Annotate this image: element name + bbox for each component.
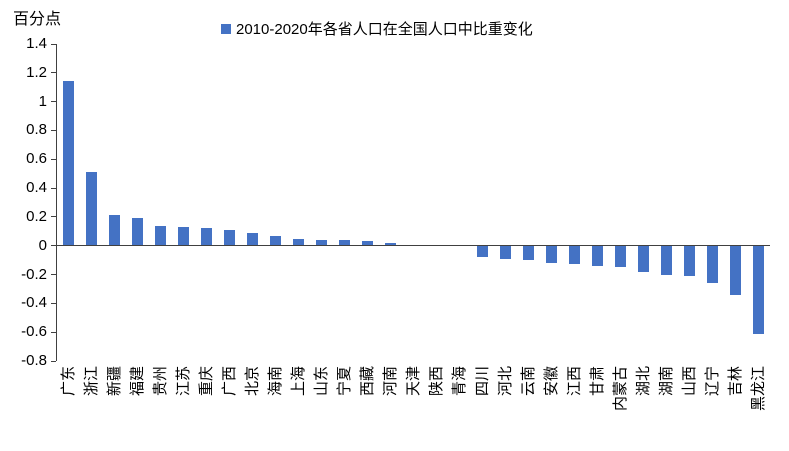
y-axis-tick (51, 187, 56, 189)
y-axis-tick (51, 158, 56, 160)
x-axis-label-辽宁: 辽宁 (703, 366, 721, 397)
y-axis-line (56, 44, 57, 361)
x-axis-label-贵州: 贵州 (151, 366, 169, 397)
x-axis-label-山西: 山西 (680, 366, 698, 397)
bar-上海 (293, 238, 304, 246)
bar-内蒙古 (615, 245, 626, 268)
bar-西藏 (362, 241, 373, 246)
y-axis-tick-label: -0.8 (21, 352, 47, 369)
bar-江苏 (178, 226, 189, 246)
bar-湖南 (661, 245, 672, 275)
y-axis-tick-label: -0.6 (21, 323, 47, 341)
x-axis-label-西藏: 西藏 (358, 366, 376, 397)
bar-重庆 (201, 228, 212, 246)
x-axis-label-广西: 广西 (220, 366, 238, 397)
bar-贵州 (155, 225, 166, 246)
y-axis-tick (51, 245, 56, 247)
bar-江西 (569, 245, 580, 265)
bar-辽宁 (707, 245, 718, 284)
y-axis-tick-label: 1.2 (26, 63, 47, 81)
y-axis-tick-label: 0 (38, 236, 47, 254)
bar-甘肃 (592, 245, 603, 266)
x-axis-label-四川: 四川 (473, 366, 491, 397)
y-axis-tick (51, 274, 56, 276)
x-axis-label-吉林: 吉林 (726, 366, 744, 397)
x-axis-label-湖南: 湖南 (657, 366, 675, 397)
legend: 2010-2020年各省人口在全国人口中比重变化 (221, 18, 533, 39)
bar-宁夏 (339, 239, 350, 246)
y-axis-tick-label: 0.2 (26, 207, 47, 225)
x-axis-label-安徽: 安徽 (542, 366, 560, 397)
y-axis-tick-label: 0.4 (26, 179, 47, 197)
bar-四川 (477, 245, 488, 258)
x-axis-label-黑龙江: 黑龙江 (749, 366, 767, 412)
y-axis-tick (51, 302, 56, 304)
y-axis-tick (51, 43, 56, 45)
y-axis-unit-label: 百分点 (13, 11, 62, 28)
y-axis-tick (51, 360, 56, 362)
x-axis-label-陕西: 陕西 (427, 366, 445, 397)
x-axis-label-天津: 天津 (404, 366, 422, 397)
x-axis-label-海南: 海南 (266, 366, 284, 397)
bar-黑龙江 (753, 245, 764, 334)
x-axis-label-广东: 广东 (59, 366, 77, 397)
x-axis-label-江西: 江西 (565, 366, 583, 397)
y-axis-tick-label: 1 (38, 92, 47, 110)
y-axis-tick (51, 101, 56, 103)
x-axis-label-云南: 云南 (519, 366, 537, 397)
x-axis-label-江苏: 江苏 (174, 366, 192, 397)
y-axis-tick (51, 331, 56, 333)
bar-湖北 (638, 245, 649, 272)
bar-河北 (500, 245, 511, 259)
x-axis-label-湖北: 湖北 (634, 366, 652, 397)
x-axis-label-青海: 青海 (450, 366, 468, 397)
y-axis-tick (51, 72, 56, 74)
bar-新疆 (109, 215, 120, 246)
bar-云南 (523, 245, 534, 261)
x-axis-label-甘肃: 甘肃 (588, 366, 606, 397)
y-axis-tick-label: 0.6 (26, 150, 47, 168)
y-axis-tick-label: 0.8 (26, 121, 47, 139)
bar-安徽 (546, 245, 557, 263)
bar-广东 (63, 81, 74, 246)
legend-label: 2010-2020年各省人口在全国人口中比重变化 (236, 21, 533, 38)
bar-北京 (247, 232, 258, 246)
plot-area: 1.4 1.2 1 0.8 0.6 0.4 0.2 0 -0.2 -0.4 -0.6 -0.8 广东 浙江… (21, 36, 770, 411)
y-axis-tick-label: 1.4 (26, 35, 47, 52)
bar-山东 (316, 239, 327, 246)
bar-山西 (684, 245, 695, 276)
x-axis-zero-line (57, 245, 770, 247)
bar-海南 (270, 235, 281, 246)
x-axis-label-河南: 河南 (381, 366, 399, 397)
x-axis-label-新疆: 新疆 (105, 366, 123, 397)
x-axis-label-河北: 河北 (496, 366, 514, 397)
x-axis-label-福建: 福建 (128, 366, 146, 397)
y-axis-tick (51, 129, 56, 131)
x-axis-label-宁夏: 宁夏 (335, 366, 353, 397)
x-axis-label-重庆: 重庆 (197, 366, 215, 397)
y-axis-tick (51, 216, 56, 218)
bar-河南 (385, 242, 396, 246)
bar-吉林 (730, 245, 741, 295)
x-axis-label-内蒙古: 内蒙古 (611, 366, 629, 412)
bar-广西 (224, 229, 235, 246)
y-axis-tick-label: -0.2 (21, 265, 47, 283)
legend-swatch-icon (221, 23, 231, 34)
bar-浙江 (86, 172, 97, 246)
x-axis-label-上海: 上海 (289, 366, 307, 397)
x-axis-label-山东: 山东 (312, 366, 330, 397)
bar-福建 (132, 218, 143, 246)
x-axis-label-北京: 北京 (243, 366, 261, 397)
x-axis-label-浙江: 浙江 (82, 366, 100, 397)
y-axis-tick-label: -0.4 (21, 294, 47, 312)
